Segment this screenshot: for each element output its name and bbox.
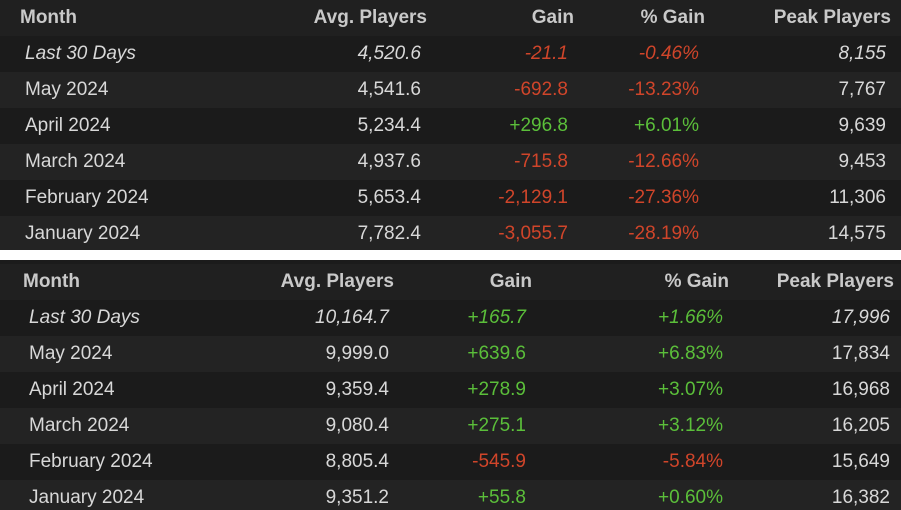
cell-gain: +165.7 xyxy=(467,307,526,328)
cell-month: May 2024 xyxy=(25,79,109,100)
cell-avg-players: 10,164.7 xyxy=(315,307,389,328)
cell-month: April 2024 xyxy=(29,379,115,400)
cell-gain: -545.9 xyxy=(472,451,526,472)
table-header: Month Avg. Players Gain % Gain Peak Play… xyxy=(0,264,901,300)
table-row: May 2024 4,541.6 -692.8 -13.23% 7,767 xyxy=(0,72,901,108)
cell-gain: +275.1 xyxy=(467,415,526,436)
cell-avg-players: 4,541.6 xyxy=(357,79,421,100)
cell-month: March 2024 xyxy=(29,415,130,436)
cell-avg-players: 4,520.6 xyxy=(357,43,421,64)
table-header: Month Avg. Players Gain % Gain Peak Play… xyxy=(0,0,901,36)
cell-avg-players: 9,999.0 xyxy=(325,343,389,364)
cell-percent-gain: -28.19% xyxy=(628,223,699,244)
player-stats-table-1: Month Avg. Players Gain % Gain Peak Play… xyxy=(0,0,901,250)
table-row: February 2024 8,805.4 -545.9 -5.84% 15,6… xyxy=(0,444,901,480)
table-row: Last 30 Days 4,520.6 -21.1 -0.46% 8,155 xyxy=(0,36,901,72)
cell-month: Last 30 Days xyxy=(25,43,136,64)
cell-percent-gain: +3.12% xyxy=(658,415,723,436)
table-row: Last 30 Days 10,164.7 +165.7 +1.66% 17,9… xyxy=(0,300,901,336)
cell-avg-players: 4,937.6 xyxy=(357,151,421,172)
header-gain[interactable]: Gain xyxy=(531,7,574,28)
table-row: February 2024 5,653.4 -2,129.1 -27.36% 1… xyxy=(0,180,901,216)
cell-gain: -715.8 xyxy=(514,151,568,172)
cell-peak-players: 16,968 xyxy=(831,379,890,400)
table-row: January 2024 7,782.4 -3,055.7 -28.19% 14… xyxy=(0,216,901,250)
cell-percent-gain: +6.83% xyxy=(658,343,723,364)
cell-percent-gain: +0.60% xyxy=(658,487,723,508)
cell-gain: -692.8 xyxy=(514,79,568,100)
cell-month: May 2024 xyxy=(29,343,113,364)
cell-month: February 2024 xyxy=(25,187,149,208)
cell-peak-players: 9,639 xyxy=(838,115,886,136)
cell-gain: +296.8 xyxy=(509,115,568,136)
cell-avg-players: 9,351.2 xyxy=(325,487,389,508)
table-row: May 2024 9,999.0 +639.6 +6.83% 17,834 xyxy=(0,336,901,372)
cell-gain: +278.9 xyxy=(467,379,526,400)
cell-avg-players: 9,359.4 xyxy=(325,379,389,400)
cell-gain: -2,129.1 xyxy=(498,187,568,208)
header-percent-gain[interactable]: % Gain xyxy=(664,271,729,292)
cell-month: January 2024 xyxy=(29,487,145,508)
table-row: April 2024 5,234.4 +296.8 +6.01% 9,639 xyxy=(0,108,901,144)
header-peak-players[interactable]: Peak Players xyxy=(776,271,894,292)
cell-peak-players: 9,453 xyxy=(838,151,886,172)
cell-gain: -21.1 xyxy=(524,43,568,64)
header-month[interactable]: Month xyxy=(23,271,80,292)
cell-peak-players: 14,575 xyxy=(827,223,886,244)
header-avg-players[interactable]: Avg. Players xyxy=(280,271,394,292)
table-row: April 2024 9,359.4 +278.9 +3.07% 16,968 xyxy=(0,372,901,408)
cell-percent-gain: -27.36% xyxy=(628,187,699,208)
table-row: March 2024 9,080.4 +275.1 +3.12% 16,205 xyxy=(0,408,901,444)
cell-peak-players: 16,205 xyxy=(831,415,890,436)
cell-peak-players: 17,834 xyxy=(831,343,890,364)
cell-percent-gain: -0.46% xyxy=(638,43,699,64)
cell-month: February 2024 xyxy=(29,451,153,472)
header-gain[interactable]: Gain xyxy=(489,271,532,292)
cell-percent-gain: -5.84% xyxy=(662,451,723,472)
header-peak-players[interactable]: Peak Players xyxy=(773,7,891,28)
cell-percent-gain: -12.66% xyxy=(628,151,699,172)
cell-avg-players: 8,805.4 xyxy=(325,451,389,472)
table-row: March 2024 4,937.6 -715.8 -12.66% 9,453 xyxy=(0,144,901,180)
cell-avg-players: 9,080.4 xyxy=(325,415,389,436)
cell-gain: +639.6 xyxy=(467,343,526,364)
cell-month: April 2024 xyxy=(25,115,111,136)
cell-percent-gain: -13.23% xyxy=(628,79,699,100)
player-stats-table-2: Month Avg. Players Gain % Gain Peak Play… xyxy=(0,260,901,510)
cell-peak-players: 17,996 xyxy=(831,307,890,328)
cell-peak-players: 7,767 xyxy=(838,79,886,100)
cell-avg-players: 7,782.4 xyxy=(357,223,421,244)
cell-month: January 2024 xyxy=(25,223,141,244)
cell-month: Last 30 Days xyxy=(29,307,140,328)
cell-percent-gain: +6.01% xyxy=(634,115,699,136)
table-row: January 2024 9,351.2 +55.8 +0.60% 16,382 xyxy=(0,480,901,510)
cell-peak-players: 15,649 xyxy=(831,451,890,472)
cell-percent-gain: +3.07% xyxy=(658,379,723,400)
cell-gain: -3,055.7 xyxy=(498,223,568,244)
cell-peak-players: 8,155 xyxy=(838,43,886,64)
cell-gain: +55.8 xyxy=(477,487,526,508)
cell-month: March 2024 xyxy=(25,151,126,172)
cell-peak-players: 16,382 xyxy=(831,487,890,508)
header-percent-gain[interactable]: % Gain xyxy=(640,7,705,28)
header-month[interactable]: Month xyxy=(20,7,77,28)
cell-avg-players: 5,653.4 xyxy=(357,187,421,208)
header-avg-players[interactable]: Avg. Players xyxy=(313,7,427,28)
cell-percent-gain: +1.66% xyxy=(658,307,723,328)
cell-peak-players: 11,306 xyxy=(829,187,886,208)
cell-avg-players: 5,234.4 xyxy=(357,115,421,136)
